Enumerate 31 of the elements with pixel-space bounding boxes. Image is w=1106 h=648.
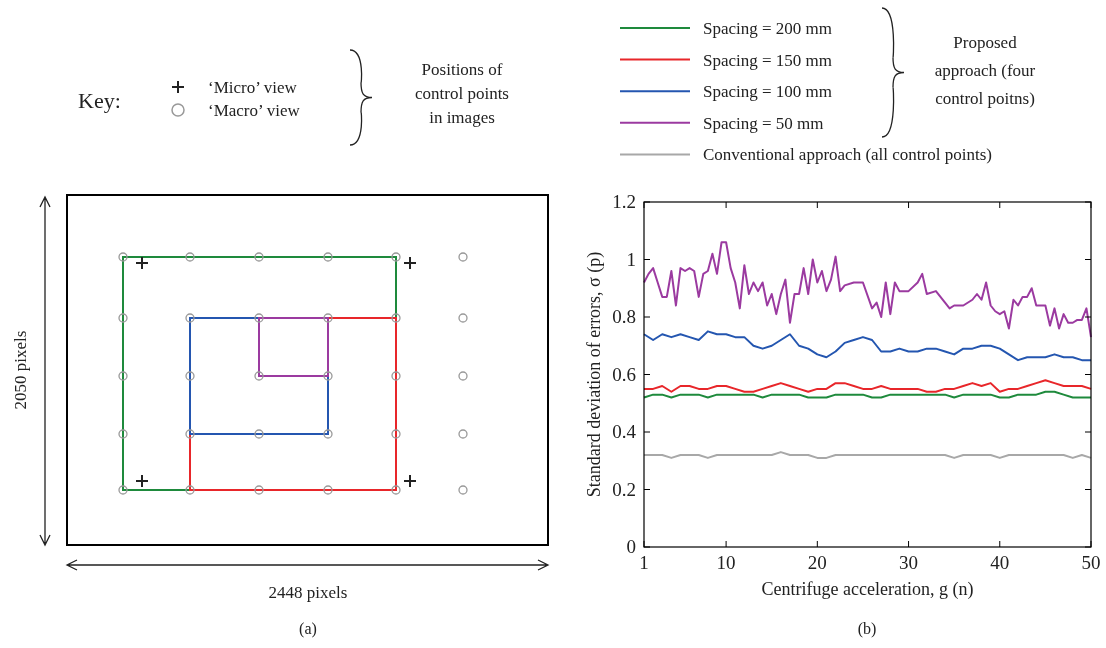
legend-label: Spacing = 50 mm [703, 113, 824, 133]
x-tick-label: 20 [807, 552, 827, 573]
legend-label: Spacing = 100 mm [703, 82, 833, 102]
y-tick-label: 1.2 [612, 191, 636, 212]
y-tick-label: 0.6 [612, 363, 636, 385]
y-tick-label: 0.4 [612, 421, 637, 442]
text: Key: [78, 88, 121, 113]
text: (b) [857, 620, 877, 638]
x-tick-label: 10 [716, 552, 736, 573]
text: 2448 pixels [268, 583, 348, 602]
line-series [643, 379, 1092, 393]
y-axis-title: Standard deviation of errors, σ (p) [584, 251, 605, 498]
x-axis-title: Centrifuge acceleration, g (n) [761, 579, 974, 600]
x-tick-label: 30 [899, 552, 919, 573]
x-tick-label: 50 [1081, 552, 1101, 573]
text: ‘Micro’ view [208, 78, 298, 97]
y-tick-label: 0.8 [612, 306, 636, 327]
text: ‘Macro’ view [208, 101, 301, 120]
line-series [643, 330, 1092, 362]
legend-label: Spacing = 200 mm [703, 19, 833, 38]
x-tick-label: 40 [990, 552, 1010, 573]
text: Positions of control points in images [415, 60, 509, 127]
x-tick-label: 1 [639, 552, 649, 573]
legend-label: Spacing = 150 mm [703, 50, 833, 70]
y-tick-label: 1 [626, 248, 636, 270]
y-tick-label: 0.2 [612, 478, 636, 500]
text: (a) [299, 620, 317, 638]
y-tick-label: 0 [626, 536, 636, 557]
text: 2050 pixels [11, 330, 30, 410]
legend-label: Conventional approach (all control points) [703, 145, 992, 165]
text: Proposed approach (four control poitns) [934, 33, 1036, 108]
